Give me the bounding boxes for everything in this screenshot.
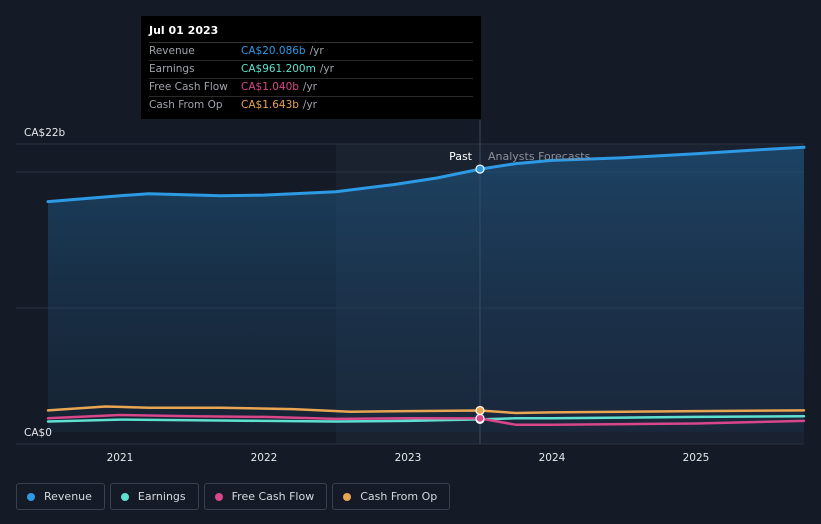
revenue-area (48, 147, 804, 433)
legend-dot-icon (27, 492, 35, 501)
series-line-cash-from-op (46, 405, 806, 415)
legend-label: Cash From Op (360, 490, 438, 503)
tooltip-row-earnings: Earnings CA$961.200m /yr (149, 61, 473, 79)
tooltip-label: Cash From Op (149, 99, 223, 111)
legend-item-free-cash-flow[interactable]: Free Cash Flow (203, 483, 328, 510)
tooltip-value: CA$961.200m (241, 63, 316, 75)
legend-item-earnings[interactable]: Earnings (109, 483, 199, 510)
y-axis-bottom-label: CA$0 (24, 427, 52, 439)
x-tick-label: 2024 (539, 452, 566, 464)
legend: Revenue Earnings Free Cash Flow Cash Fro… (16, 483, 451, 510)
tooltip-unit: /yr (302, 99, 317, 111)
legend-dot-icon (343, 492, 352, 501)
tooltip: Jul 01 2023 Revenue CA$20.086b /yr Earni… (141, 16, 481, 119)
tooltip-value: CA$20.086b (241, 45, 306, 57)
series-line-earnings (46, 415, 806, 423)
data-point-cash-from-op (475, 405, 485, 416)
tooltip-unit: /yr (319, 63, 334, 75)
forecast-label: Analysts Forecasts (488, 150, 591, 163)
legend-item-cash-from-op[interactable]: Cash From Op (332, 483, 451, 510)
legend-label: Earnings (137, 490, 186, 503)
tooltip-label: Free Cash Flow (149, 81, 228, 93)
tooltip-row-cash-from-op: Cash From Op CA$1.643b /yr (149, 97, 473, 114)
x-tick-label: 2022 (251, 452, 278, 464)
tooltip-label: Revenue (149, 45, 195, 57)
tooltip-row-free-cash-flow: Free Cash Flow CA$1.040b /yr (149, 79, 473, 97)
series-line-revenue (46, 145, 806, 204)
tooltip-date: Jul 01 2023 (149, 22, 473, 43)
tooltip-unit: /yr (302, 81, 317, 93)
tooltip-value: CA$1.040b (241, 81, 299, 93)
tooltip-label: Earnings (149, 63, 195, 75)
legend-dot-icon (120, 492, 129, 501)
tooltip-unit: /yr (309, 45, 324, 57)
data-point-free-cash-flow (475, 413, 485, 423)
y-axis-top-label: CA$22b (24, 127, 66, 139)
past-label: Past (449, 150, 473, 163)
series-line-free-cash-flow (46, 413, 806, 427)
tooltip-row-revenue: Revenue CA$20.086b /yr (149, 43, 473, 61)
x-tick-label: 2023 (395, 452, 422, 464)
legend-label: Revenue (44, 490, 92, 503)
tooltip-value: CA$1.643b (241, 99, 299, 111)
legend-label: Free Cash Flow (231, 490, 315, 503)
legend-item-revenue[interactable]: Revenue (16, 483, 105, 510)
x-tick-label: 2021 (107, 452, 134, 464)
data-point-revenue (475, 164, 485, 174)
x-tick-label: 2025 (683, 452, 710, 464)
legend-dot-icon (214, 492, 223, 501)
